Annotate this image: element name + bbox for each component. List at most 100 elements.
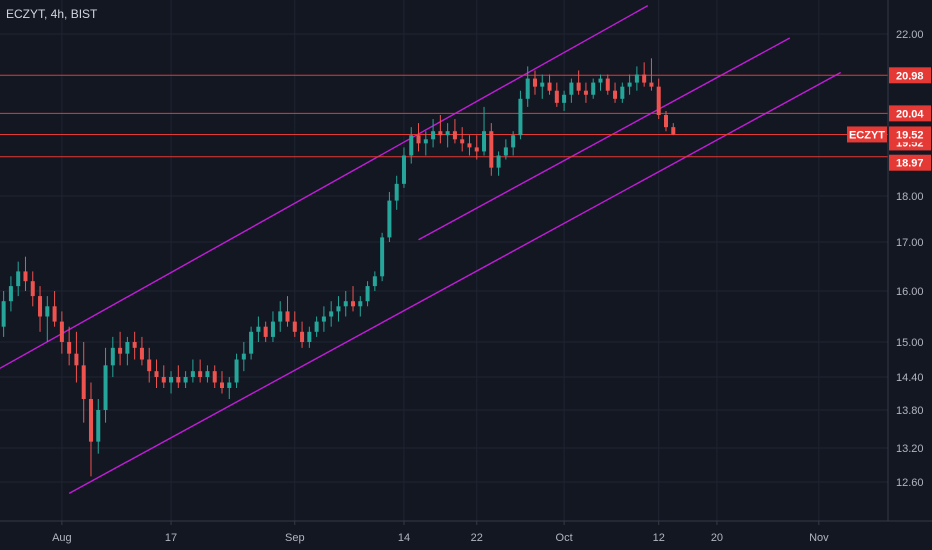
candle	[307, 326, 312, 348]
candle	[249, 326, 254, 360]
candle-body	[474, 147, 479, 152]
candle	[110, 336, 115, 377]
candle	[372, 271, 377, 291]
candle	[423, 131, 428, 156]
candle-body	[38, 296, 43, 317]
candle	[438, 115, 443, 144]
y-tick-label: 12.60	[896, 477, 924, 489]
candle-body	[147, 359, 152, 372]
candle-body	[96, 410, 101, 442]
candle	[300, 321, 305, 348]
candle	[605, 74, 610, 95]
level-badge: 20.04	[889, 105, 931, 122]
candle-body	[452, 131, 457, 140]
candle-body	[205, 371, 210, 377]
candle-body	[118, 347, 123, 354]
candle	[256, 316, 261, 342]
channel-line	[68, 71, 842, 494]
candle	[649, 58, 654, 91]
candle-body	[8, 286, 13, 302]
candle-body	[183, 377, 188, 383]
candle-body	[307, 331, 312, 342]
candle	[234, 353, 239, 388]
candle-body	[642, 74, 647, 83]
candle-body	[241, 353, 246, 360]
candle-body	[67, 342, 72, 354]
candle	[671, 123, 676, 136]
candle	[431, 119, 436, 148]
level-badge-label: 18.97	[896, 158, 924, 170]
candle-body	[627, 82, 632, 87]
candle-body	[103, 365, 108, 410]
candle	[634, 66, 639, 91]
candle-body	[496, 155, 501, 168]
candle	[59, 311, 64, 354]
time-axis[interactable]: Aug 17 Sep 14 22 Oct 12 20 Nov	[52, 521, 829, 544]
candle-body	[431, 131, 436, 140]
candle-body	[1, 301, 6, 327]
candle-body	[671, 127, 676, 135]
candle-body	[562, 94, 567, 103]
candle	[176, 365, 181, 388]
candle	[343, 291, 348, 317]
last-price-badge-bg	[889, 126, 931, 143]
candle	[52, 291, 57, 327]
level-badge-bg	[889, 67, 931, 84]
candle-body	[540, 82, 545, 87]
candle-body	[365, 286, 370, 302]
candle	[198, 359, 203, 383]
candle-body	[511, 135, 516, 148]
candle	[365, 281, 370, 307]
candle	[125, 336, 130, 366]
level-badge-label: 20.04	[896, 108, 924, 120]
candle-body	[169, 377, 174, 383]
candle-body	[52, 306, 57, 322]
channel-line	[418, 37, 791, 241]
candle-body	[467, 143, 472, 148]
candle-body	[518, 98, 523, 136]
candle-body	[482, 131, 487, 152]
candle-body	[343, 301, 348, 307]
candle	[474, 135, 479, 160]
candle	[663, 110, 669, 132]
candle	[583, 82, 588, 103]
candle-body	[663, 115, 669, 128]
candle	[613, 82, 618, 103]
x-tick-label: 22	[471, 532, 483, 544]
candle	[169, 371, 174, 394]
price-axis[interactable]: 22.00 18.00 17.00 16.00 15.00 14.40 13.80 13.20…	[896, 29, 924, 489]
candle	[394, 175, 399, 210]
candle	[540, 74, 545, 99]
candle	[270, 311, 275, 342]
candle	[562, 90, 567, 111]
candle-body	[598, 78, 603, 83]
x-tick-label: 20	[711, 532, 723, 544]
candle-body	[45, 306, 50, 317]
candle	[511, 131, 516, 156]
candle-body	[554, 90, 559, 103]
candle	[445, 123, 450, 148]
y-tick-label: 14.40	[896, 372, 924, 384]
candle	[627, 74, 632, 95]
candle-body	[525, 78, 530, 99]
x-tick-label: 12	[653, 532, 665, 544]
candle	[292, 311, 297, 337]
y-tick-label: 22.00	[896, 29, 924, 41]
candle	[591, 78, 596, 99]
candle	[139, 336, 144, 366]
candle-body	[649, 82, 654, 87]
candle-body	[16, 271, 21, 287]
x-tick-label: 17	[165, 532, 177, 544]
chart-title: ECZYT, 4h, BIST	[6, 7, 98, 21]
x-tick-label: Sep	[285, 532, 305, 544]
candle	[154, 359, 159, 388]
candle	[183, 371, 188, 388]
candle-body	[219, 382, 225, 388]
candle	[132, 331, 137, 360]
candle-body	[161, 377, 166, 383]
level-badge-bg	[889, 105, 931, 122]
x-tick-label: Oct	[556, 532, 573, 544]
candle-body	[23, 271, 28, 282]
candle	[329, 301, 334, 327]
